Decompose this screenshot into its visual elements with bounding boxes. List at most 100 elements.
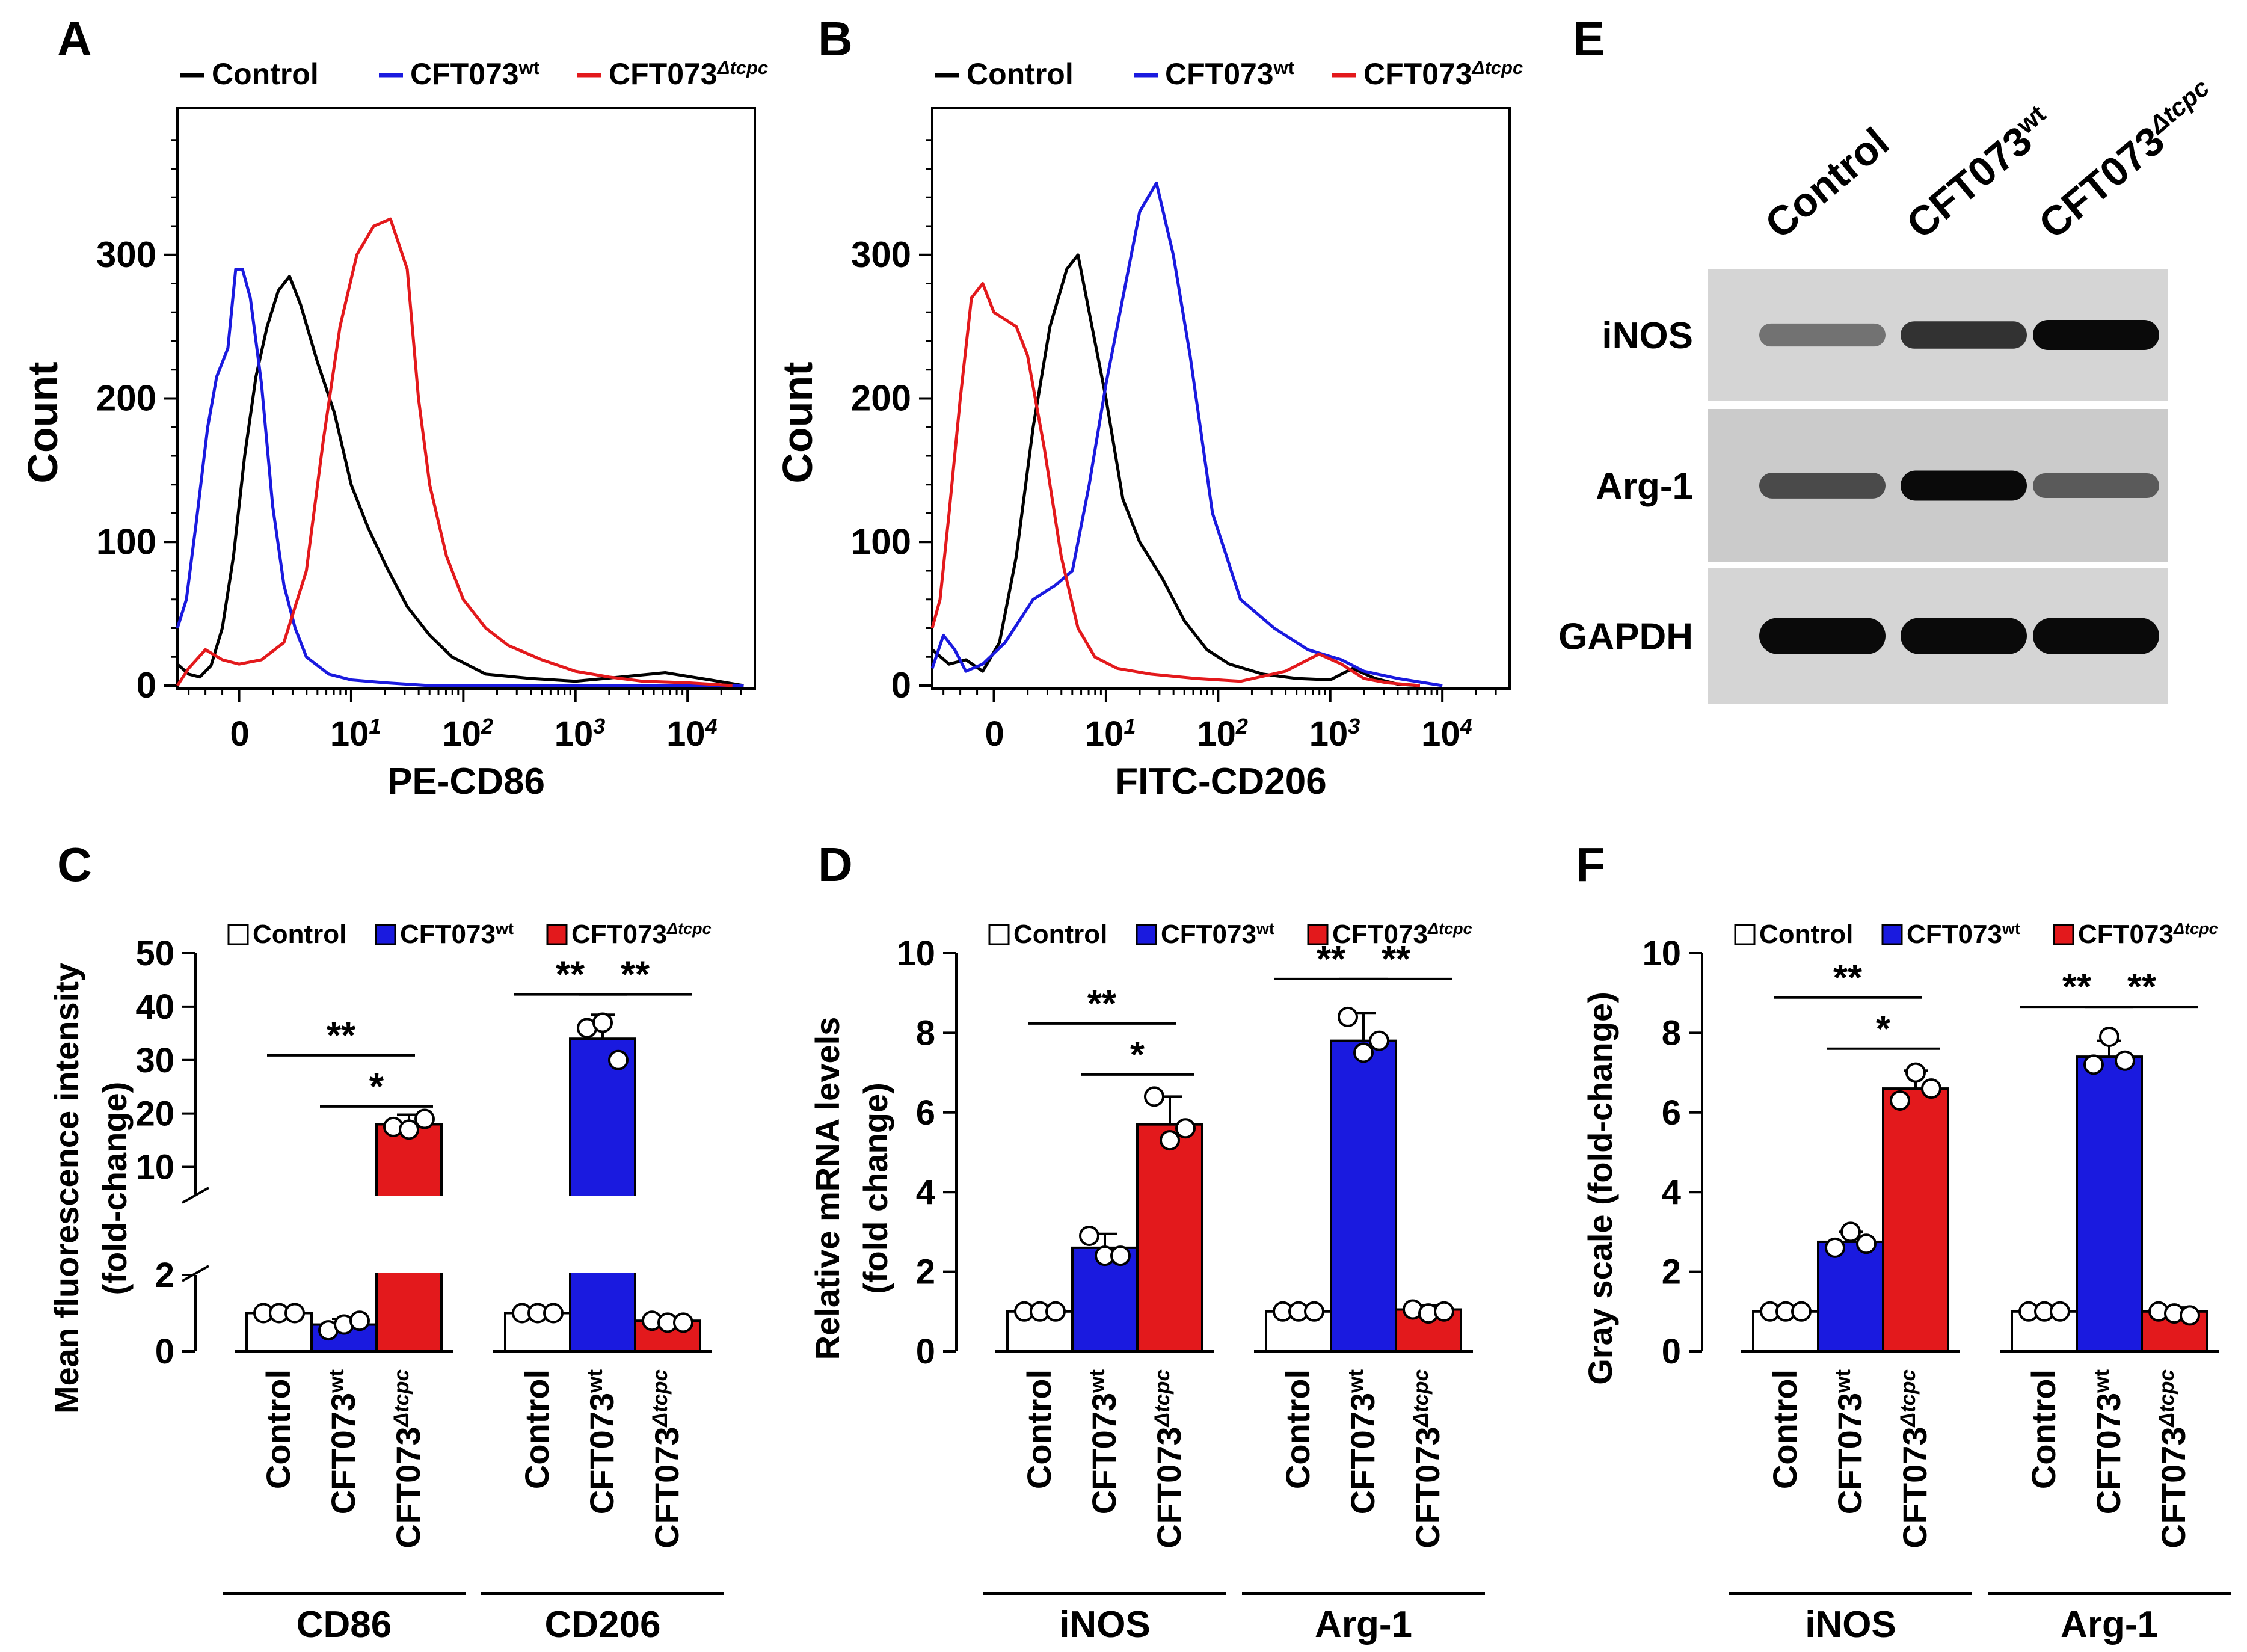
legend-swatch-wt bbox=[1881, 924, 1903, 945]
legend-swatch-wt bbox=[1136, 924, 1157, 945]
blot-band bbox=[2033, 473, 2159, 498]
y-tick-label: 4 bbox=[1662, 1173, 1681, 1212]
data-point bbox=[1045, 1301, 1066, 1322]
group-label: iNOS bbox=[1059, 1604, 1151, 1645]
blot-row-label: Arg-1 bbox=[1596, 466, 1693, 508]
significance-label: ** bbox=[327, 1015, 356, 1057]
blot-band bbox=[1901, 618, 2027, 654]
x-tick-label: CFT073Δtcpc bbox=[1896, 1369, 1934, 1549]
blot-lane-label: CFT073Δtcpc bbox=[2030, 73, 2225, 247]
y-tick-label: 0 bbox=[137, 665, 156, 705]
x-tick-label: 101 bbox=[330, 714, 381, 754]
y-tick-label: 100 bbox=[96, 521, 156, 562]
histogram-panel-b: Control CFT073wt CFT073Δtcpc 0 100 200 300 Coun… bbox=[774, 57, 1523, 803]
legend-label-mut: CFT073Δtcpc bbox=[2078, 920, 2218, 949]
significance-label: * bbox=[1130, 1034, 1145, 1076]
bar-wt bbox=[2076, 1055, 2143, 1353]
y-tick-label: 300 bbox=[96, 235, 156, 275]
legend-swatch-control bbox=[227, 924, 249, 945]
y-tick-label: 20 bbox=[135, 1095, 174, 1134]
data-point bbox=[1921, 1078, 1941, 1099]
x-axis-label: FITC-CD206 bbox=[1115, 761, 1326, 802]
legend-swatch-control bbox=[988, 924, 1010, 945]
histogram-panel-a: Control CFT073wt CFT073Δtcpc 0 100 200 300 Coun… bbox=[19, 57, 768, 803]
y-tick-label: 10 bbox=[1642, 934, 1681, 973]
legend-label-wt: CFT073wt bbox=[1907, 920, 2020, 949]
y-axis-label: Count bbox=[774, 361, 821, 483]
blot-band bbox=[1901, 321, 2027, 349]
data-point bbox=[414, 1108, 435, 1129]
x-tick-label: CFT073wt bbox=[324, 1369, 362, 1515]
data-point bbox=[2115, 1050, 2135, 1071]
y-tick-label: 50 bbox=[135, 934, 174, 973]
x-tick-label: 104 bbox=[666, 714, 718, 754]
data-point bbox=[1791, 1301, 1812, 1322]
blot-lane-label: CFT073wt bbox=[1898, 99, 2062, 247]
x-tick-label: CFT073wt bbox=[1344, 1369, 1382, 1515]
x-axis-label: PE-CD86 bbox=[387, 761, 545, 802]
data-point bbox=[1079, 1226, 1099, 1247]
x-tick-label: CFT073Δtcpc bbox=[1409, 1369, 1446, 1549]
blot-band bbox=[1759, 618, 1886, 654]
y-axis-label: Gray scale (fold-change) bbox=[1581, 992, 1619, 1385]
x-tick-label: Control bbox=[2024, 1369, 2062, 1489]
data-point bbox=[1856, 1233, 1877, 1254]
legend-label-mut: CFT073Δtcpc bbox=[1363, 57, 1523, 91]
legend-label-wt: CFT073wt bbox=[400, 920, 514, 949]
x-tick-label: CFT073Δtcpc bbox=[1150, 1369, 1188, 1549]
legend-label-control: Control bbox=[1759, 920, 1853, 949]
x-tick-label: 102 bbox=[442, 714, 493, 754]
panel-letter-e: E bbox=[1573, 12, 1605, 66]
y-tick-label: 6 bbox=[916, 1093, 935, 1132]
bar-chart-panel-f: Control CFT073wt CFT073Δtcpc 0 2 4 6 8 10 Gray sc… bbox=[1581, 920, 2231, 1645]
data-point bbox=[2180, 1305, 2200, 1326]
x-tick-label: CFT073Δtcpc bbox=[648, 1369, 686, 1549]
bar-wt bbox=[569, 1037, 636, 1353]
y-tick-label: 8 bbox=[916, 1013, 935, 1052]
blot-row-label: GAPDH bbox=[1558, 616, 1693, 658]
legend-swatch-control bbox=[1734, 924, 1756, 945]
data-point bbox=[1840, 1221, 1861, 1242]
x-tick-label: CFT073wt bbox=[2089, 1369, 2127, 1515]
group-label: Arg-1 bbox=[1315, 1604, 1412, 1645]
y-tick-label: 30 bbox=[135, 1041, 174, 1080]
group-label: iNOS bbox=[1805, 1604, 1896, 1645]
bar-wt bbox=[1330, 1039, 1397, 1353]
data-point bbox=[1905, 1062, 1926, 1083]
y-tick-label: 300 bbox=[851, 235, 911, 275]
x-tick-label: CFT073wt bbox=[1831, 1369, 1869, 1515]
blot-band bbox=[1901, 470, 2027, 501]
significance-label: ** bbox=[1833, 957, 1863, 999]
data-point bbox=[1175, 1118, 1196, 1139]
y-axis-label: (fold-change) bbox=[96, 1082, 134, 1295]
series-line-wt bbox=[930, 181, 1443, 687]
x-tick-label: Control bbox=[518, 1369, 556, 1489]
bar-chart-panel-c: Control CFT073wt CFT073Δtcpc 0 2 10 20 30 40 50 Me… bbox=[48, 920, 724, 1645]
x-tick-label: CFT073wt bbox=[583, 1369, 621, 1515]
significance-label: ** bbox=[1382, 939, 1411, 980]
y-tick-label: 40 bbox=[135, 987, 174, 1027]
legend-label-mut: CFT073Δtcpc bbox=[609, 57, 768, 91]
x-tick-label: 103 bbox=[1309, 714, 1360, 754]
panel-letter-d: D bbox=[818, 838, 853, 891]
y-tick-label: 6 bbox=[1662, 1093, 1681, 1132]
y-tick-label: 0 bbox=[916, 1332, 935, 1371]
axis-break-mark bbox=[182, 1265, 209, 1282]
legend-label-control: Control bbox=[1013, 920, 1107, 949]
y-tick-label: 2 bbox=[1662, 1253, 1681, 1292]
bar-wt bbox=[1817, 1240, 1884, 1353]
x-tick-label: CFT073wt bbox=[1085, 1369, 1123, 1515]
series-line-wt bbox=[176, 268, 744, 687]
data-point bbox=[608, 1049, 629, 1070]
legend-label-control: Control bbox=[212, 57, 319, 91]
y-tick-label: 200 bbox=[96, 378, 156, 419]
data-point bbox=[2099, 1027, 2119, 1048]
x-tick-label: Control bbox=[259, 1369, 297, 1489]
data-point bbox=[2050, 1301, 2070, 1322]
legend-swatch-wt bbox=[375, 924, 396, 945]
data-point bbox=[349, 1310, 370, 1331]
blot-band bbox=[1759, 473, 1886, 499]
data-point bbox=[592, 1012, 613, 1033]
